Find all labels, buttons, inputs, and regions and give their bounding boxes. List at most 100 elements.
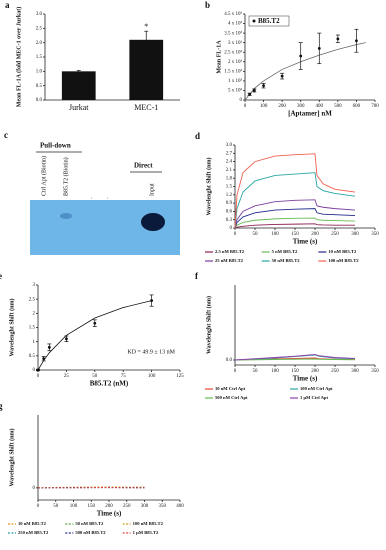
panel-letter: c [4,130,8,140]
x-tick-label: 500 [334,104,342,109]
data-point [47,345,51,349]
x-tick-label: 100 [271,232,279,237]
y-tick-label: 2.1 [226,168,233,173]
x-tick-label: 0 [234,232,237,237]
x-tick-label: 25 [64,374,70,379]
data-point [93,321,97,325]
y-tick-label: 4 x 10³ [228,21,243,27]
legend-label: 10 nM B85.T2 [328,249,357,254]
x-tick-label: 700 [371,104,379,109]
x-tick-label: 300 [297,104,305,109]
panel-letter: f [195,271,199,281]
series-line [234,172,356,229]
gel-panel: c Pull-down Direct Ctrl Apt (Biotin) B85… [4,130,180,255]
gel-band [141,213,165,231]
y-tick-label: 3 x 10³ [228,40,243,46]
gel-header: Pull-down [40,142,71,150]
y-tick-label: 1.5 x 10³ [224,68,242,74]
lane-dot: . [107,194,109,200]
series-line [234,199,356,229]
series-line [234,354,356,361]
y-tick-label: 1.5 [36,55,43,60]
x-tick-label: 200 [311,232,319,237]
x-tick-label: MEC-1 [134,103,158,112]
y-tick-label: 3 [33,283,36,288]
y-tick-label: 1.5 [226,185,233,190]
data-point [150,299,154,302]
x-tick-label: 50 [253,369,259,374]
y-tick-label: 0 [230,226,233,231]
x-tick-label: 200 [278,104,286,109]
y-tick-label: 0.6 [226,210,233,215]
x-tick-label: 0 [37,374,40,379]
legend-label: 250 nM B85.T2 [18,530,49,535]
x-tick-label: 350 [159,504,167,509]
x-tick-label: 600 [353,104,361,109]
x-tick-label: 250 [331,232,339,237]
annotation: * [144,22,148,31]
series-line [234,358,356,361]
x-tick-label: 50 [92,374,98,379]
legend-label: 25 nM B85.T2 [215,258,244,263]
y-tick-label: 1.0 [36,69,43,74]
y-tick-label: 2 x 10³ [228,59,243,65]
bar [61,71,96,100]
panel-letter: d [195,131,200,141]
y-tick-label: 3.0 [36,12,43,17]
annotation: KD = 49.9 ± 13 nM [127,349,175,355]
y-tick-label: 3.5 x 10³ [224,30,242,36]
lane-label: Input [149,183,155,196]
y-axis-label: Wavelenght Shift (nm) [8,428,15,486]
x-axis-label: Time (s) [97,510,122,518]
y-tick-label: 3.0 [226,143,233,148]
gel-header: Direct [134,162,153,170]
legend-label: 10 nM B85.T2 [18,521,47,526]
x-tick-label: 125 [176,374,184,379]
gel-band [60,213,72,219]
x-tick-label: 300 [351,369,359,374]
legend-box [248,15,290,27]
x-tick-label: 0 [244,104,247,109]
data-point [42,357,46,361]
y-tick-label: 4.5 x 10³ [224,11,242,17]
x-tick-label: 250 [331,369,339,374]
data-point [252,89,256,92]
y-tick-label: 1 x 10³ [228,78,243,84]
panel-letter: b [205,0,210,10]
fit-curve [244,42,366,101]
y-tick-label: 0.5 [29,354,36,359]
series-line [234,208,356,229]
x-axis-label: Time (s) [293,375,318,383]
x-tick-label: 200 [105,504,113,509]
data-point [248,92,252,96]
y-tick-label: 2.5 [29,297,36,302]
data-point [280,74,284,78]
x-tick-label: 0 [234,369,237,374]
y-axis-label: Wavelenght Shift (nm) [205,157,212,215]
x-tick-label: 200 [311,369,319,374]
y-tick-label: 2.0 [36,41,43,46]
lane-label: B85.T2 (Biotin) [62,157,69,196]
legend-label: 50 nM B85.T2 [272,258,301,263]
y-tick-label: 0.5 [36,84,43,89]
x-axis-label: Time (s) [293,238,318,246]
series-line [234,223,355,229]
legend-label: 10 nM Ctrl Apt [215,386,246,391]
x-axis-label: [Aptamer] nM [288,110,332,118]
legend-marker [252,19,256,23]
y-tick-label: 0.3 [226,218,233,223]
x-axis-label: B85.T2 (nM) [90,380,129,388]
y-tick-label: 0.0 [36,98,43,103]
y-tick-label: 2.5 [36,26,43,31]
series-line [234,217,356,229]
bar [129,39,164,100]
data-point [299,54,303,58]
panel-letter: a [5,0,10,10]
panel-letter: e [0,271,2,281]
legend-label: 1 μM B85.T2 [133,530,159,535]
legend-label: 100 nM Ctrl Apt [300,386,333,391]
data-point [336,37,340,41]
y-tick-label: 1.8 [226,176,233,181]
series-line [234,153,356,229]
